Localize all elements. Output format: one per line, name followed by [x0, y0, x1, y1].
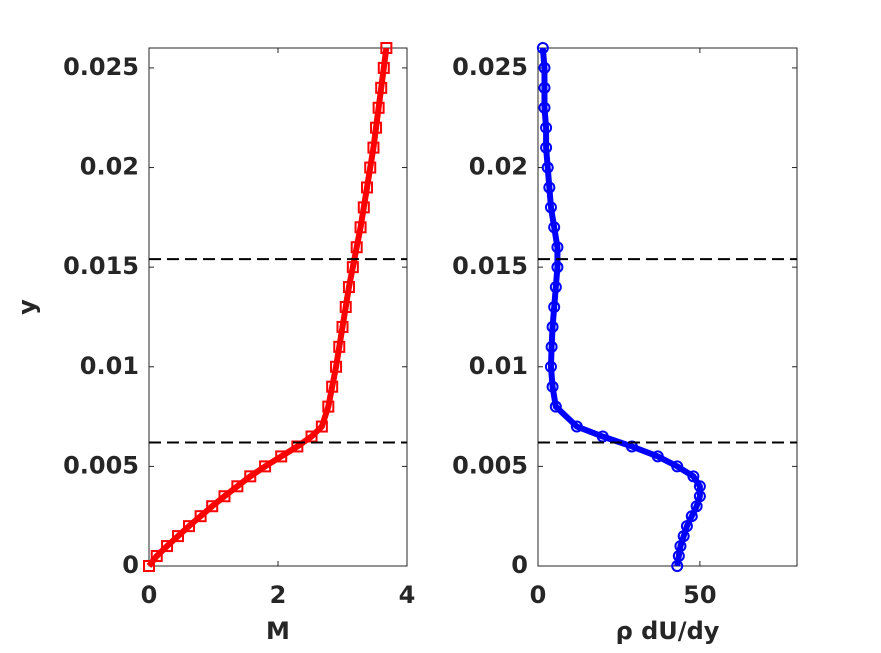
marker: [651, 450, 664, 463]
marker: [194, 510, 207, 523]
marker: [231, 480, 244, 493]
marker: [544, 360, 557, 373]
x-tick-label: 2: [270, 581, 287, 609]
marker: [541, 161, 554, 174]
marker: [315, 420, 328, 433]
marker: [625, 440, 638, 453]
marker: [536, 42, 549, 54]
marker: [544, 201, 557, 214]
marker: [218, 490, 231, 503]
marker: [538, 101, 551, 114]
marker: [546, 320, 559, 333]
y-tick-label: 0.02: [469, 153, 528, 181]
y-tick-label: 0.01: [80, 352, 139, 380]
marker: [333, 340, 346, 353]
marker: [687, 470, 700, 483]
marker: [540, 121, 553, 134]
x-tick-label: 0: [141, 581, 158, 609]
y-tick-label: 0.015: [452, 252, 528, 280]
marker: [680, 520, 693, 533]
marker: [244, 470, 257, 483]
marker: [336, 320, 349, 333]
marker: [549, 281, 562, 294]
x-tick-label: 4: [399, 581, 416, 609]
marker: [206, 500, 219, 513]
marker: [322, 400, 335, 413]
marker: [548, 221, 561, 234]
x-tick-label: 0: [530, 581, 547, 609]
marker: [370, 121, 383, 134]
marker: [377, 61, 390, 74]
marker: [545, 340, 558, 353]
marker: [538, 81, 551, 94]
y-tick-label: 0.005: [452, 451, 528, 479]
marker: [354, 221, 367, 234]
marker: [182, 520, 195, 533]
marker: [543, 181, 556, 194]
marker: [375, 81, 388, 94]
marker: [685, 510, 698, 523]
marker: [291, 440, 304, 453]
marker: [540, 141, 553, 154]
marker: [342, 281, 355, 294]
y-tick-label: 0.02: [80, 153, 139, 181]
marker: [548, 301, 561, 313]
x-tick-label: 50: [683, 581, 716, 609]
marker: [172, 530, 185, 543]
y-tick-label: 0.015: [63, 252, 139, 280]
marker: [671, 460, 684, 473]
x-axis-label: M: [266, 617, 290, 645]
marker: [361, 181, 374, 194]
marker: [546, 380, 559, 393]
marker: [693, 480, 706, 493]
marker: [275, 450, 288, 463]
marker: [551, 261, 564, 274]
y-tick-label: 0.01: [469, 352, 528, 380]
marker: [380, 42, 393, 54]
marker: [350, 241, 363, 254]
marker: [330, 360, 343, 373]
marker: [364, 161, 377, 174]
marker: [570, 420, 583, 433]
y-tick-label: 0: [122, 551, 139, 579]
marker: [339, 301, 352, 313]
marker: [372, 101, 385, 114]
marker: [326, 380, 339, 393]
marker: [161, 540, 174, 553]
marker: [549, 400, 562, 413]
marker: [259, 460, 272, 473]
marker: [538, 61, 551, 74]
marker: [551, 241, 564, 254]
x-axis-label: ρ dU/dy: [616, 617, 720, 645]
marker: [367, 141, 380, 154]
marker: [150, 550, 163, 563]
axes-box: [537, 47, 798, 567]
y-tick-label: 0: [511, 551, 528, 579]
marker: [346, 261, 359, 274]
marker: [357, 201, 370, 214]
y-tick-label: 0.005: [63, 451, 139, 479]
y-tick-label: 0.025: [452, 53, 528, 81]
y-axis-label: y: [13, 299, 41, 315]
marker: [143, 560, 155, 572]
y-tick-label: 0.025: [63, 53, 139, 81]
axes-box: [148, 47, 408, 567]
